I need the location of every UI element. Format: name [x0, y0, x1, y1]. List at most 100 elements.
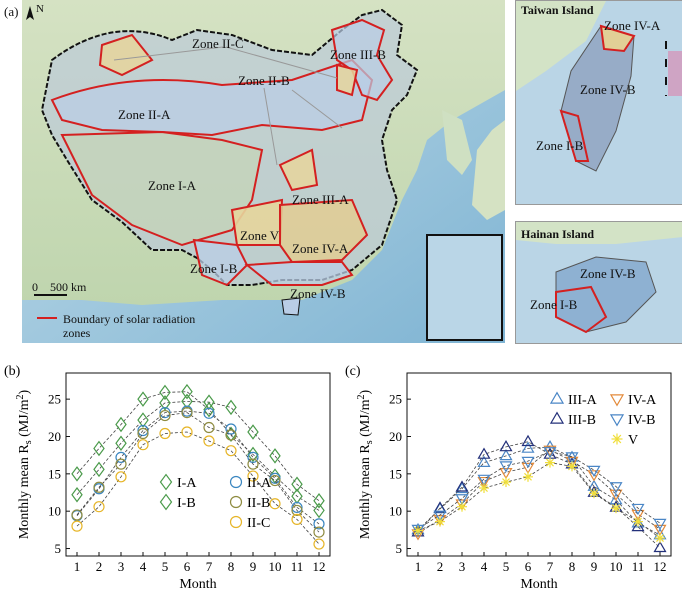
x-tick-label: 1	[74, 559, 81, 574]
zone-label: Zone II-C	[192, 36, 244, 51]
data-point	[291, 504, 303, 517]
legend-label: IV-A	[628, 393, 657, 408]
legend-marker	[549, 391, 565, 404]
hainan-zone-I-B	[555, 285, 608, 334]
hainan-map	[516, 222, 682, 343]
x-tick-label: 8	[569, 559, 576, 574]
data-point	[609, 482, 623, 494]
legend-marker	[611, 433, 623, 445]
hainan-shape	[281, 297, 301, 316]
data-point	[435, 516, 445, 527]
data-point	[545, 457, 555, 468]
data-point	[499, 467, 513, 480]
series-line	[76, 400, 320, 502]
data-point	[159, 395, 171, 411]
data-point	[203, 435, 215, 447]
legend-marker	[229, 515, 243, 529]
data-point	[565, 456, 579, 469]
data-point	[499, 461, 513, 473]
series-line	[76, 391, 320, 511]
data-point	[499, 439, 513, 452]
data-point	[523, 471, 533, 482]
zone-label: Zone II-B	[238, 73, 290, 88]
zone-II-C-area	[98, 33, 154, 77]
data-point	[291, 513, 303, 525]
legend-marker	[159, 473, 173, 491]
data-point	[291, 476, 303, 493]
zone-label: Zone I-A	[148, 178, 197, 193]
data-point	[225, 445, 237, 457]
legend-marker	[159, 493, 173, 511]
x-tick-label: 10	[610, 559, 623, 574]
data-point	[137, 427, 149, 440]
series-line	[417, 449, 661, 534]
zone-label: Zone V	[240, 228, 280, 243]
legend-marker	[229, 475, 243, 489]
data-point	[455, 480, 469, 492]
data-point	[543, 447, 557, 459]
series-II-B	[71, 406, 325, 538]
taiwan-zone-IV-A	[599, 24, 636, 53]
data-point	[137, 439, 149, 451]
data-point	[501, 477, 511, 488]
x-tick-label: 9	[250, 559, 257, 574]
x-tick-label: 6	[525, 559, 532, 574]
series-V	[413, 457, 665, 544]
data-point	[521, 462, 535, 475]
data-point	[203, 421, 215, 434]
panel-label: (b)	[4, 364, 21, 379]
taiwan-map	[516, 1, 682, 204]
series-line	[76, 410, 320, 525]
zone-III-B-area	[330, 18, 394, 102]
scale-label: 0 500 km	[32, 280, 87, 294]
mainland-coast	[516, 222, 682, 244]
series-line	[417, 441, 661, 549]
y-tick-label: 20	[389, 429, 402, 444]
china-map	[22, 0, 505, 343]
series-line	[76, 431, 320, 545]
data-point	[655, 533, 665, 544]
x-tick-label: 1	[415, 559, 422, 574]
data-point	[159, 384, 171, 401]
legend-marker	[549, 411, 565, 424]
zone-II-B-area-north	[336, 63, 359, 97]
japan-islands	[472, 120, 505, 220]
x-tick-label: 8	[228, 559, 235, 574]
y-axis-label: Monthly mean Rs (MJ/m2)	[15, 390, 34, 540]
legend-label: I-A	[177, 476, 197, 491]
data-point	[521, 456, 535, 469]
hainan-zone-label: Zone IV-B	[580, 266, 636, 281]
taiwan-title: Taiwan Island	[521, 3, 594, 17]
data-point	[93, 440, 105, 457]
plot-frame	[406, 372, 672, 557]
data-point	[203, 407, 215, 419]
taiwan-zone-label: Zone I-B	[536, 138, 584, 153]
series-II-A	[71, 405, 325, 530]
legend-marker	[609, 394, 625, 407]
data-point	[433, 515, 447, 527]
y-tick-label: 5	[396, 541, 403, 556]
data-point	[247, 424, 259, 440]
data-point	[93, 501, 105, 513]
series-IV-A	[411, 445, 667, 541]
data-point	[455, 494, 469, 506]
taiwan-zone-I-B	[559, 109, 590, 162]
x-tick-label: 3	[459, 559, 466, 574]
series-I-A	[71, 393, 325, 509]
data-point	[93, 481, 105, 493]
zone-label: Zone IV-B	[290, 286, 346, 301]
legend-label: IV-B	[628, 413, 656, 428]
legend-text: Boundary of solar radiation zones	[63, 312, 196, 340]
data-point	[433, 501, 447, 513]
hainan-zone-label: Zone I-B	[530, 297, 578, 312]
data-point	[653, 518, 667, 531]
zone-II-A-area	[50, 58, 374, 137]
data-point	[477, 474, 491, 487]
data-point	[543, 445, 557, 457]
north-arrow-icon	[26, 6, 34, 20]
legend-label: III-A	[568, 393, 598, 408]
x-tick-label: 12	[313, 559, 326, 574]
x-tick-label: 5	[503, 559, 510, 574]
data-point	[313, 518, 325, 530]
zone-label: Zone III-B	[330, 47, 386, 62]
